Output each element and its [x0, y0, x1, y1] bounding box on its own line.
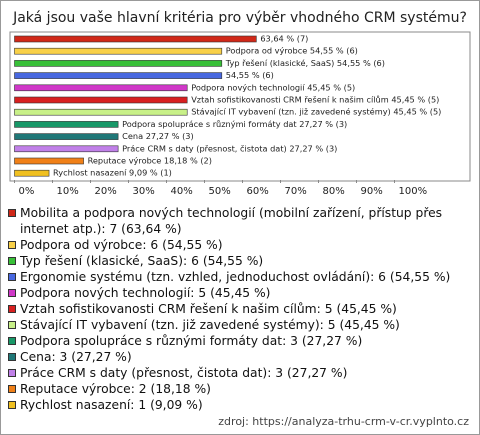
x-tick-label: 50%	[209, 186, 231, 197]
legend-label: Ergonomie systému (tzn. vzhled, jednoduc…	[20, 270, 451, 284]
bar	[14, 72, 223, 79]
legend-swatch	[8, 321, 16, 329]
value-label: 63,64 % (7)	[260, 34, 308, 44]
legend-label: Podpora nových technologií: 5 (45,45 %)	[20, 286, 271, 300]
legend-swatch	[8, 353, 16, 361]
bar	[14, 84, 188, 92]
value-label: Vztah sofistikovanosti CRM řešení k naši…	[191, 95, 439, 105]
x-tick-label: 100%	[399, 186, 428, 197]
value-label: Podpora nových technologií 45,45 % (5)	[191, 82, 355, 92]
bar	[14, 169, 50, 177]
legend-label: Práce CRM s daty (přesnost, čistota dat)…	[20, 366, 348, 380]
legend-label: Podpora spolupráce s různými formáty dat…	[20, 334, 363, 348]
x-tick-label: 10%	[57, 186, 79, 197]
bar	[14, 108, 188, 116]
bar	[14, 145, 119, 153]
legend-swatch	[8, 241, 16, 249]
x-tick-label: 0%	[19, 186, 35, 197]
legend-item: Podpora od výrobce: 6 (54,55 %)	[7, 237, 469, 253]
legend-label: Cena: 3 (27,27 %)	[20, 350, 132, 364]
value-label: Stávající IT vybavení (tzn. již zavedené…	[191, 107, 441, 117]
value-label: Rychlost nasazení 9,09 % (1)	[53, 168, 172, 178]
bar	[14, 47, 223, 55]
x-tick-label: 20%	[95, 186, 117, 197]
legend-label: Mobilita a podpora nových technologií (m…	[20, 206, 443, 236]
legend-item: Práce CRM s daty (přesnost, čistota dat)…	[7, 365, 469, 381]
value-label: Reputace výrobce 18,18 % (2)	[88, 156, 212, 166]
legend-swatch	[8, 401, 16, 409]
legend-label: Reputace výrobce: 2 (18,18 %)	[20, 382, 211, 396]
legend-label: Vztah sofistikovanosti CRM řešení k naši…	[20, 302, 397, 316]
bar	[14, 157, 84, 165]
legend-item: Ergonomie systému (tzn. vzhled, jednoduc…	[7, 269, 469, 285]
legend-label: Podpora od výrobce: 6 (54,55 %)	[20, 238, 223, 252]
legend-item: Reputace výrobce: 2 (18,18 %)	[7, 381, 469, 397]
x-tick-label: 80%	[323, 186, 345, 197]
legend-item: Podpora spolupráce s různými formáty dat…	[7, 333, 469, 349]
bar	[14, 60, 223, 67]
legend-item: Stávající IT vybavení (tzn. již zavedené…	[7, 317, 469, 333]
legend-swatch	[8, 385, 16, 393]
value-label: Podpora od výrobce 54,55 % (6)	[226, 46, 358, 56]
legend-swatch	[8, 337, 16, 345]
legend-label: Typ řešení (klasické, SaaS): 6 (54,55 %)	[20, 254, 264, 268]
legend: Mobilita a podpora nových technologií (m…	[7, 205, 469, 413]
chart-title: Jaká jsou vaše hlavní kritéria pro výběr…	[12, 10, 467, 26]
plot-frame	[9, 31, 471, 182]
legend-swatch	[8, 305, 16, 313]
value-label: Cena 27,27 % (3)	[122, 131, 194, 141]
bar	[14, 121, 119, 128]
legend-item: Vztah sofistikovanosti CRM řešení k naši…	[7, 301, 469, 317]
bar	[14, 96, 188, 104]
legend-item: Typ řešení (klasické, SaaS): 6 (54,55 %)	[7, 253, 469, 269]
source: zdroj: https://analyza-trhu-crm-v-cr.vyp…	[218, 415, 469, 428]
legend-label: Rychlost nasazení: 1 (9,09 %)	[20, 398, 203, 412]
x-tick-label: 30%	[133, 186, 155, 197]
legend-swatch	[8, 209, 16, 217]
legend-item: Podpora nových technologií: 5 (45,45 %)	[7, 285, 469, 301]
bar	[14, 133, 119, 140]
x-tick-label: 40%	[171, 186, 193, 197]
value-label: Typ řešení (klasické, SaaS) 54,55 % (6)	[225, 58, 385, 68]
bar	[14, 35, 257, 43]
plot: Jaká jsou vaše hlavní kritéria pro výběr…	[9, 10, 471, 197]
legend-swatch	[8, 289, 16, 297]
legend-swatch	[8, 257, 16, 265]
x-tick-label: 70%	[285, 186, 307, 197]
legend-item: Mobilita a podpora nových technologií (m…	[7, 205, 469, 237]
x-tick-label: 60%	[247, 186, 269, 197]
legend-swatch	[8, 369, 16, 377]
value-label: 54,55 % (6)	[226, 70, 274, 80]
x-tick-label: 90%	[361, 186, 383, 197]
legend-item: Cena: 3 (27,27 %)	[7, 349, 469, 365]
value-label: Práce CRM s daty (přesnost, čistota dat)…	[122, 143, 337, 153]
legend-label: Stávající IT vybavení (tzn. již zavedené…	[20, 318, 400, 332]
legend-item: Rychlost nasazení: 1 (9,09 %)	[7, 397, 469, 413]
value-label: Podpora spolupráce s různými formáty dat…	[122, 119, 347, 129]
legend-swatch	[8, 273, 16, 281]
